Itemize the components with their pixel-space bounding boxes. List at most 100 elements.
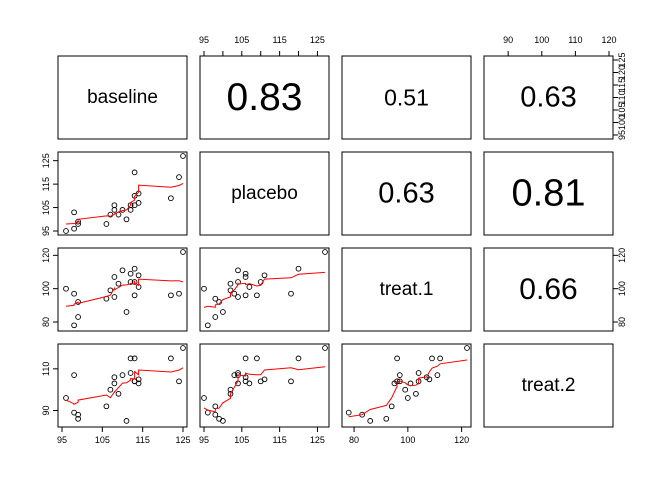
tick-label: 80: [349, 435, 359, 445]
tick-label: 100: [41, 281, 51, 296]
axes-layer: 95 105 115 125 95 105 115 125 80 100 1209510511512…: [41, 35, 627, 445]
variable-label: placebo: [231, 183, 298, 204]
variable-label: treat.1: [380, 279, 434, 300]
tick-label: 95: [41, 226, 51, 236]
panel-1-1: placebo: [199, 151, 330, 236]
data-point: [322, 345, 328, 351]
panel-2-0: [57, 247, 188, 332]
tick-label: 95: [617, 130, 627, 140]
data-point: [254, 292, 260, 299]
data-point: [127, 279, 134, 285]
data-point: [261, 272, 268, 279]
data-point: [63, 285, 69, 292]
panel-frame: [57, 55, 188, 140]
data-point: [246, 380, 253, 387]
data-point: [71, 372, 77, 378]
data-point: [75, 411, 81, 418]
panel-3-0: [57, 343, 188, 428]
tick-label: 105: [234, 35, 249, 45]
data-point: [103, 221, 110, 227]
correlation-label: 0.51: [384, 85, 429, 111]
panel-1-2: 0.63: [341, 151, 472, 236]
panel-0-1: 0.83: [199, 55, 330, 140]
data-point: [212, 411, 219, 418]
data-point: [295, 355, 302, 362]
tick-label: 95: [199, 435, 209, 445]
data-point: [246, 284, 253, 290]
panel-frame: [341, 247, 472, 332]
smooth-line: [65, 367, 184, 406]
data-point: [127, 270, 134, 277]
data-point: [242, 274, 249, 280]
panel-2-3: 0.66: [483, 247, 614, 332]
panel-3-3: treat.2: [483, 343, 614, 428]
data-point: [176, 174, 182, 180]
tick-label: 120: [454, 435, 469, 445]
data-point: [131, 265, 138, 272]
data-point: [437, 355, 443, 362]
data-point: [388, 403, 395, 410]
panel-frame: [341, 151, 472, 236]
data-point: [295, 265, 302, 272]
data-point: [426, 376, 433, 383]
data-point: [201, 285, 207, 292]
data-point: [135, 272, 142, 279]
panel-frame: [483, 343, 614, 428]
data-point: [75, 415, 81, 422]
tick-label: 105: [234, 435, 249, 445]
tick-label: 110: [617, 90, 627, 104]
tick-label: 115: [272, 35, 286, 45]
data-point: [254, 355, 260, 362]
panel-frame: [199, 343, 330, 428]
data-point: [63, 395, 69, 401]
panel-3-2: [341, 343, 472, 428]
data-point: [434, 372, 441, 378]
data-point: [402, 386, 409, 393]
panel-frame: [57, 247, 188, 332]
smooth-line: [65, 183, 184, 225]
tick-label: 90: [41, 405, 51, 415]
y-axis-1: 95 105 115 125: [41, 153, 59, 236]
data-point: [115, 280, 122, 287]
data-point: [220, 309, 226, 315]
data-point: [115, 390, 122, 397]
panel-0-3: 0.63: [483, 55, 614, 140]
data-point: [63, 228, 69, 234]
data-point: [111, 294, 118, 300]
tick-label: 90: [503, 35, 513, 45]
data-point: [123, 216, 130, 223]
data-point: [204, 322, 211, 329]
tick-label: 125: [310, 435, 325, 445]
data-point: [111, 374, 118, 381]
top-axis-3: 90 100 110 120: [503, 35, 617, 57]
tick-label: 120: [617, 248, 627, 263]
tick-label: 105: [95, 435, 110, 445]
data-point: [345, 409, 352, 416]
data-point: [231, 290, 238, 297]
right-axis-2: 80 100 120: [612, 248, 627, 327]
panel-frame: [199, 247, 330, 332]
data-point: [415, 370, 422, 376]
tick-label: 120: [617, 65, 627, 80]
tick-label: 95: [57, 435, 67, 445]
data-point: [123, 418, 130, 424]
panel-frame: [199, 151, 330, 236]
data-point: [212, 295, 219, 302]
top-axis-1: 95 105 115 125: [199, 35, 325, 57]
data-point: [201, 395, 207, 401]
data-point: [220, 418, 226, 424]
correlation-label: 0.83: [227, 76, 303, 119]
data-point: [288, 378, 294, 385]
tick-label: 120: [41, 248, 51, 263]
data-point: [235, 267, 241, 274]
data-point: [168, 292, 174, 299]
tick-label: 100: [400, 435, 415, 445]
panels-layer: baseline 0.83 0.51 0.63 placebo 0.63 0.81 treat…: [57, 55, 614, 428]
panel-0-2: 0.51: [341, 55, 472, 140]
data-point: [71, 322, 77, 329]
data-point: [212, 314, 219, 320]
data-point: [127, 207, 134, 213]
smooth-line: [348, 359, 468, 418]
data-point: [127, 355, 134, 362]
